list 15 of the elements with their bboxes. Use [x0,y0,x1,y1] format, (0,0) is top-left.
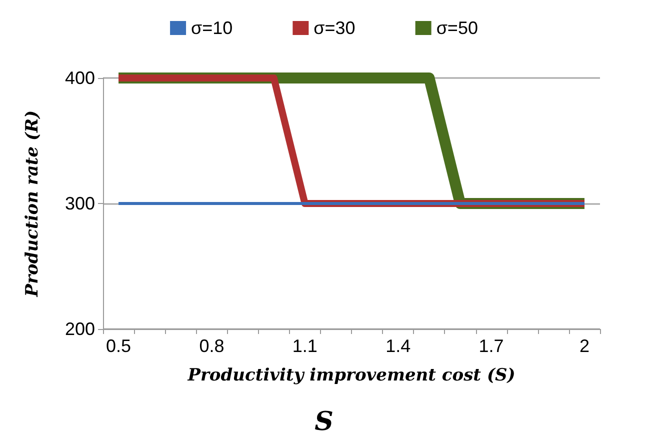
legend-label: σ=10 [191,18,233,38]
x-tick-label: 1.4 [386,336,411,356]
legend-label: σ=30 [314,18,356,38]
text: S [314,407,334,437]
x-tick-label: 0.5 [106,336,132,356]
x-tick-label: 1.1 [292,336,318,356]
x-tick-label: 1.7 [478,336,504,356]
y-tick-label: 300 [64,194,95,214]
legend-label: σ=50 [436,18,478,38]
y-tick-label: 200 [64,319,95,339]
y-axis-title: Production rate (R) [22,110,42,298]
x-axis-title: Productivity improvement cost (S) [186,366,516,386]
y-tick-label: 400 [64,68,95,88]
x-tick-label: 2 [579,336,590,356]
x-tick-label: 0.8 [199,336,224,356]
